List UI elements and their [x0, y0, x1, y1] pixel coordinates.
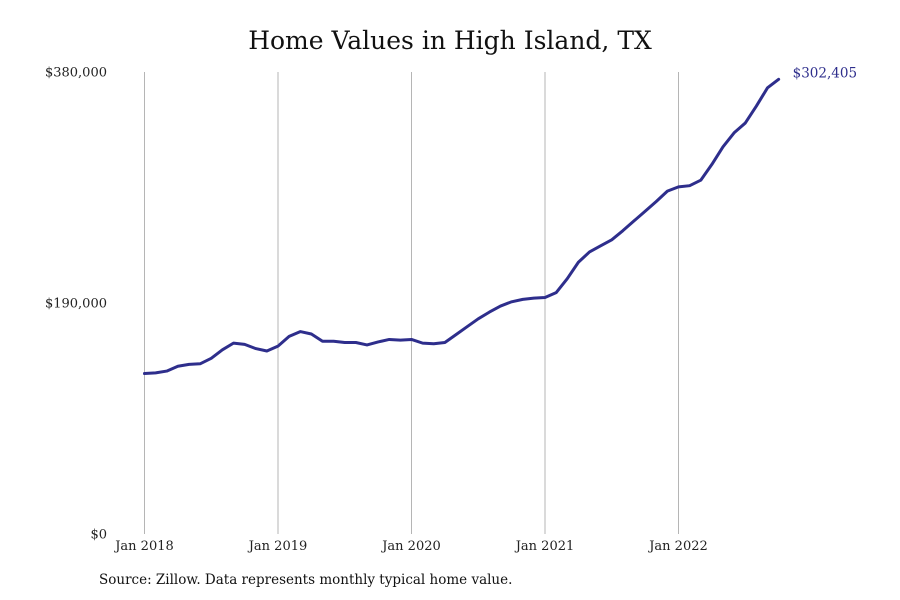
x-tick-label: Jan 2022 — [647, 539, 708, 554]
y-axis-ticks: $0 $190,000 $380,000 — [45, 66, 107, 543]
end-value-label: $302,405 — [793, 65, 857, 81]
y-tick-label: $0 — [90, 528, 107, 543]
y-tick-label: $190,000 — [45, 297, 107, 312]
x-axis-ticks: Jan 2018 Jan 2019 Jan 2020 Jan 2021 Jan 2022 — [113, 539, 708, 554]
x-tick-label: Jan 2019 — [247, 539, 308, 554]
x-tick-label: Jan 2018 — [113, 539, 174, 554]
home-value-line — [143, 77, 781, 376]
x-tick-label: Jan 2020 — [380, 539, 441, 554]
y-tick-label: $380,000 — [45, 66, 107, 81]
grid-lines — [144, 72, 679, 534]
chart-title: Home Values in High Island, TX — [248, 26, 652, 55]
x-tick-label: Jan 2021 — [514, 539, 575, 554]
source-note: Source: Zillow. Data represents monthly … — [99, 572, 513, 588]
